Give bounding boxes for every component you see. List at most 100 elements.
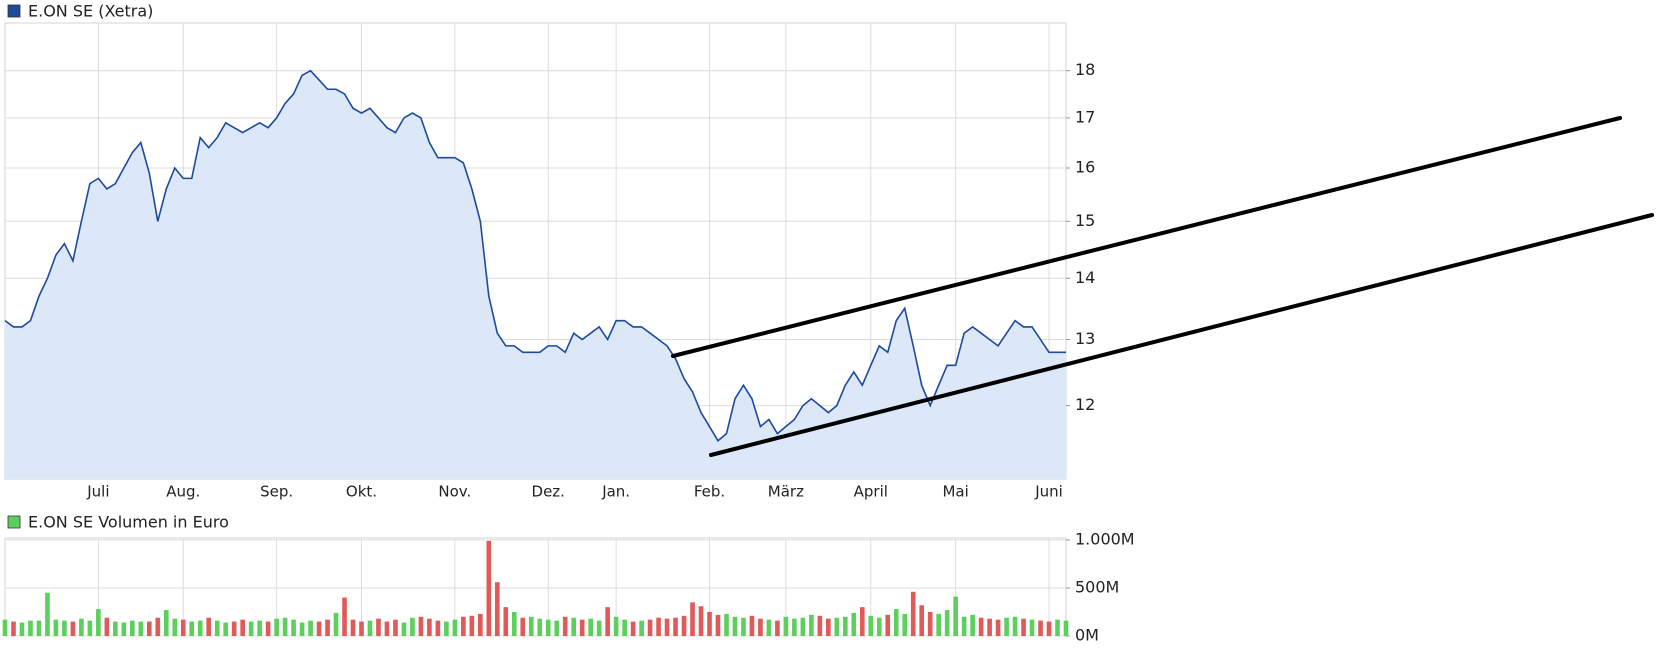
volume-bar xyxy=(79,618,84,636)
volume-bar xyxy=(978,617,984,636)
volume-bar xyxy=(936,613,941,636)
volume-bar xyxy=(214,620,220,636)
volume-bar xyxy=(461,616,466,636)
volume-bar xyxy=(1046,621,1052,636)
volume-bar xyxy=(639,620,644,636)
volume-bar xyxy=(96,609,101,636)
marks: Juli Aug. Sep. Okt. Nov. Dez. Jan. Feb. März Apri… xyxy=(2,2,1135,645)
volume-bar xyxy=(180,619,186,636)
x-tick-label: März xyxy=(768,483,804,501)
y-tick-label: 500M xyxy=(1075,577,1119,596)
y-tick-label: 1.000M xyxy=(1075,529,1135,548)
volume-bar xyxy=(758,618,763,636)
volume-bar xyxy=(520,617,526,636)
volume-bar xyxy=(681,615,687,636)
volume-bar xyxy=(401,622,407,636)
x-tick-label: April xyxy=(854,483,888,501)
volume-bar xyxy=(605,607,610,636)
volume-bar xyxy=(664,618,670,636)
y-tick-label: 14 xyxy=(1075,268,1095,287)
volume-bar xyxy=(826,618,831,636)
volume-bar xyxy=(987,618,992,636)
x-tick-label: Okt. xyxy=(346,483,377,501)
volume-bar xyxy=(494,582,500,636)
volume-bar xyxy=(579,619,585,636)
volume-bar xyxy=(163,610,169,636)
volume-bar xyxy=(910,591,916,636)
volume-bar xyxy=(545,619,551,636)
volume-bar xyxy=(868,615,874,636)
x-tick-label: Jan. xyxy=(601,483,630,501)
volume-bar xyxy=(503,607,509,636)
area xyxy=(5,70,1066,479)
volume-bar xyxy=(961,616,967,636)
x-tick-label: Dez. xyxy=(532,483,565,501)
y-tick-label: 0M xyxy=(1075,626,1099,645)
volume-bar xyxy=(809,614,814,636)
volume-bar xyxy=(53,619,59,636)
volume-bar xyxy=(749,615,755,636)
volume-bar xyxy=(19,622,25,636)
volume-bar xyxy=(1055,619,1060,636)
legend-label: E.ON SE Volumen in Euro xyxy=(28,513,229,532)
volume-bar xyxy=(206,617,212,636)
volume-bar xyxy=(410,617,415,636)
volume-bar xyxy=(1063,620,1069,636)
volume-bar xyxy=(1012,616,1018,636)
volume-bar xyxy=(995,619,1001,636)
volume-bar xyxy=(223,622,229,636)
volume-bar xyxy=(690,602,695,636)
volume-bar xyxy=(197,620,203,636)
legend-swatch xyxy=(7,515,21,529)
volume-bar xyxy=(486,540,492,636)
y-tick-label: 17 xyxy=(1075,107,1095,126)
volume-bar xyxy=(537,618,543,636)
volume-bar xyxy=(257,620,262,636)
volume-bar xyxy=(28,620,33,636)
volume-bar xyxy=(367,620,373,636)
volume-bar xyxy=(350,619,356,636)
volume-bar xyxy=(622,619,627,636)
volume-bar xyxy=(970,614,975,636)
x-tick-label: Sep. xyxy=(260,483,293,501)
y-tick-label: 16 xyxy=(1075,157,1095,176)
volume-bar xyxy=(248,621,254,636)
volume-bar xyxy=(842,616,848,636)
volume-bar xyxy=(792,618,797,636)
volume-bar xyxy=(435,620,441,636)
legend-swatch xyxy=(7,4,21,18)
volume-bar xyxy=(715,614,721,636)
volume-bar xyxy=(1004,617,1009,636)
volume-bar xyxy=(359,621,364,636)
volume-bar xyxy=(146,621,152,636)
volume-bar xyxy=(724,613,729,636)
volume-bar xyxy=(62,620,67,636)
volume-bar xyxy=(308,620,313,636)
volume-bar xyxy=(70,621,76,636)
volume-bar xyxy=(554,620,560,636)
volume-bar xyxy=(851,612,857,636)
volume-bar xyxy=(325,619,330,636)
y-tick-label: 18 xyxy=(1075,60,1095,79)
volume-bar xyxy=(155,617,161,636)
x-tick-label: Aug. xyxy=(166,483,200,501)
volume-bar xyxy=(11,621,16,636)
volume-bar xyxy=(282,617,288,636)
volume-bar xyxy=(231,621,237,636)
volume-bar xyxy=(953,596,958,636)
x-tick-label: Nov. xyxy=(438,483,471,501)
trend-line xyxy=(709,213,1654,457)
volume-bar xyxy=(45,592,50,636)
volume-bar xyxy=(240,619,245,636)
volume-bar xyxy=(766,619,772,636)
volume-bar xyxy=(698,606,704,636)
volume-bar xyxy=(944,610,950,636)
volume-bar xyxy=(172,618,178,636)
volume-bar xyxy=(834,617,840,636)
volume-bar xyxy=(113,621,118,636)
volume-bar xyxy=(859,607,865,636)
volume-bar xyxy=(418,616,424,636)
volume-bar xyxy=(299,622,305,636)
volume-bar xyxy=(1029,619,1035,636)
